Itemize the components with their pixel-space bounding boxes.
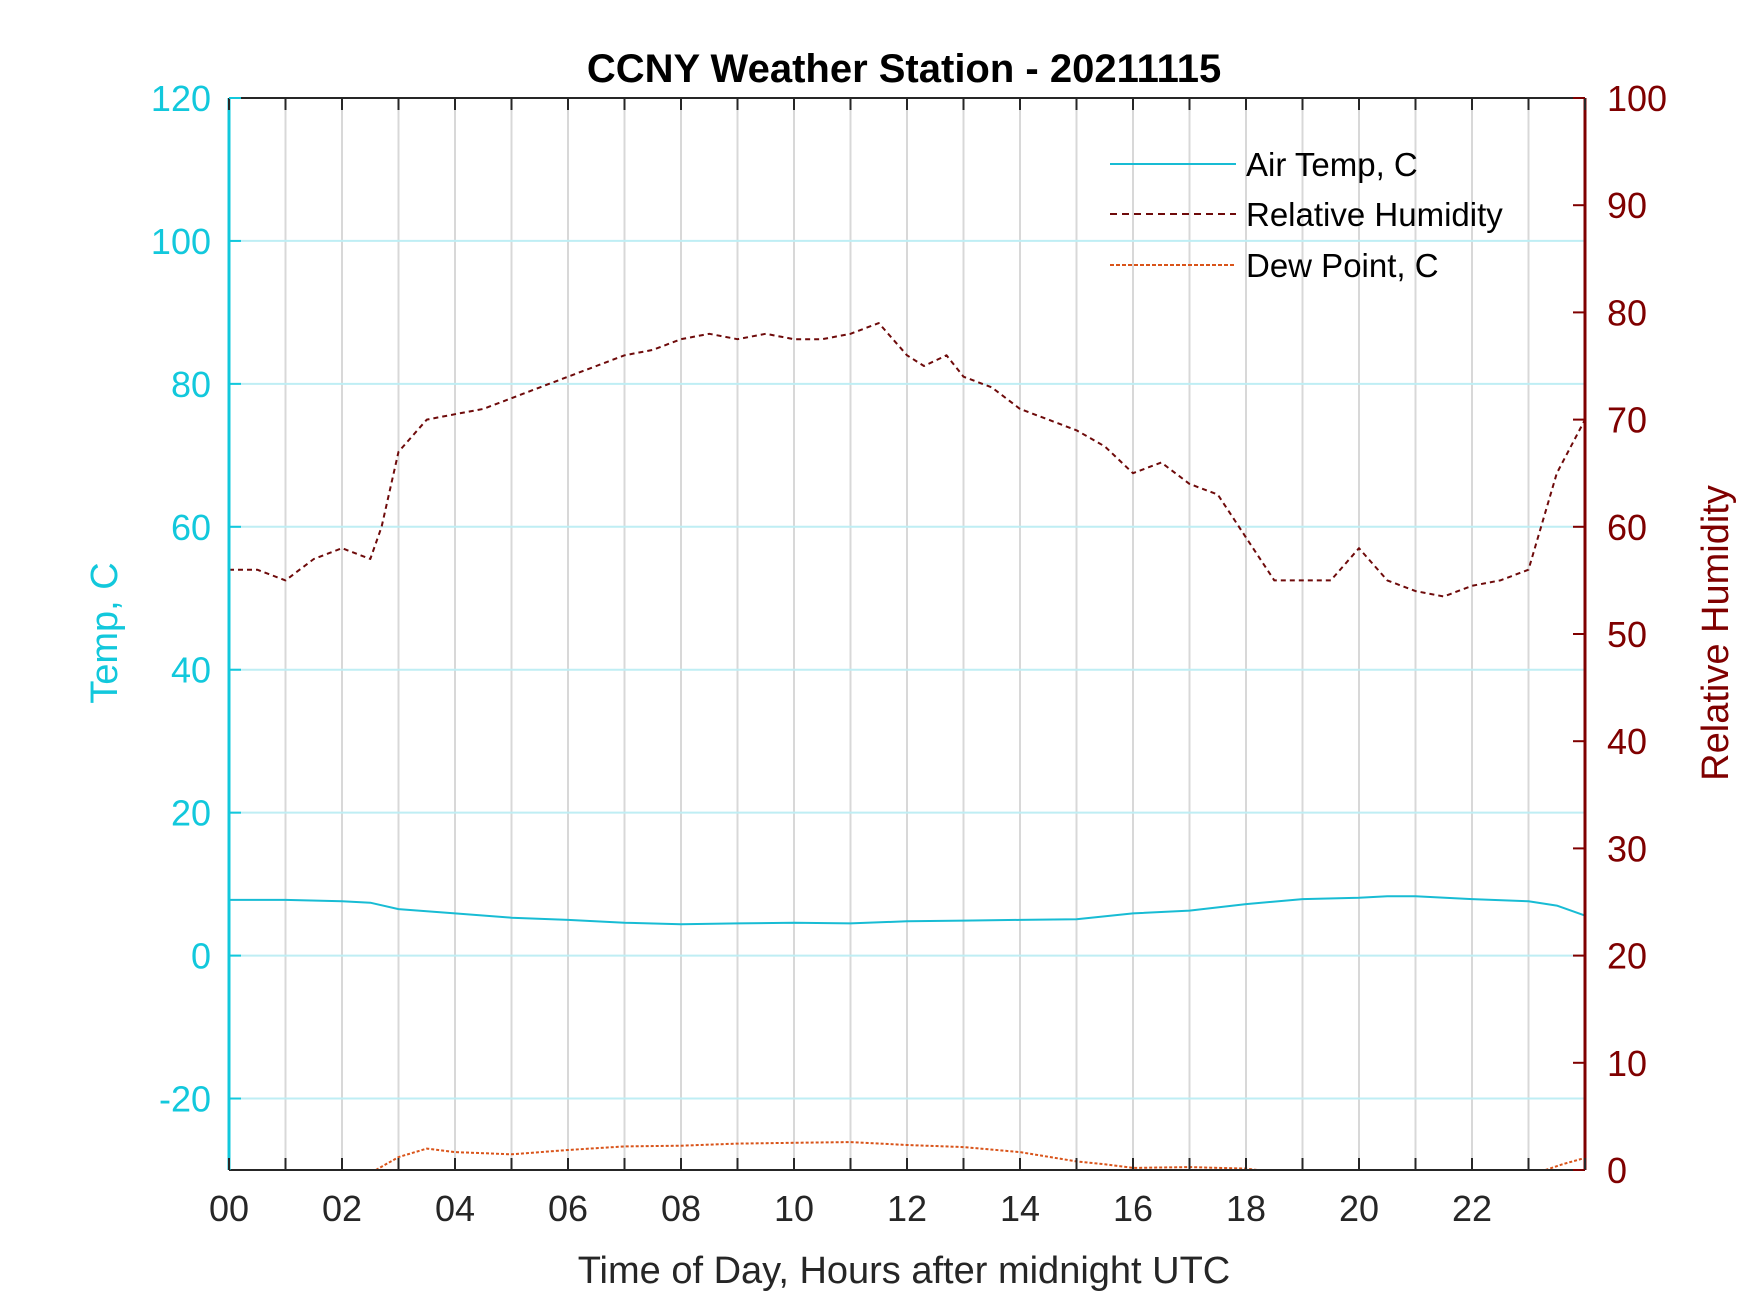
right-tick-label: 80 (1607, 292, 1647, 333)
right-tick-label: 10 (1607, 1043, 1647, 1084)
x-axis-ticks: 00 02 04 06 08 10 12 14 16 18 20 22 (209, 98, 1586, 1229)
series-line-0 (229, 895, 1586, 926)
right-tick-label: 90 (1607, 185, 1647, 226)
x-tick-label: 02 (322, 1188, 362, 1229)
x-tick-label: 00 (209, 1188, 249, 1229)
left-tick-label: 20 (171, 793, 211, 834)
chart-title: CCNY Weather Station - 20211115 (587, 47, 1221, 91)
left-tick-label: 120 (151, 78, 211, 119)
legend-air-temp-label: Air Temp, C (1246, 146, 1418, 183)
series-line-1 (229, 322, 1586, 598)
x-tick-label: 18 (1226, 1188, 1266, 1229)
legend-dew-point-label: Dew Point, C (1246, 247, 1439, 284)
right-tick-label: 0 (1607, 1150, 1627, 1191)
left-tick-label: 60 (171, 507, 211, 548)
left-tick-label: 40 (171, 650, 211, 691)
x-tick-label: 16 (1113, 1188, 1153, 1229)
right-tick-label: 70 (1607, 400, 1647, 441)
x-tick-label: 22 (1452, 1188, 1492, 1229)
series-line-3 (1545, 1156, 1586, 1171)
left-tick-label: 100 (151, 221, 211, 262)
left-axis-label: Temp, C (84, 562, 126, 703)
x-tick-label: 10 (774, 1188, 814, 1229)
legend-rel-humidity-label: Relative Humidity (1246, 196, 1503, 233)
right-tick-label: 100 (1607, 78, 1667, 119)
right-axis-ticks: 0 10 20 30 40 50 60 70 80 90 100 (1573, 78, 1667, 1191)
x-tick-label: 14 (1000, 1188, 1040, 1229)
legend: Air Temp, C Relative Humidity Dew Point,… (1110, 146, 1503, 284)
left-axis-ticks: -20 0 20 40 60 80 100 120 (151, 78, 241, 1120)
series-layer (229, 322, 1586, 1171)
x-tick-label: 12 (887, 1188, 927, 1229)
x-tick-label: 20 (1339, 1188, 1379, 1229)
x-tick-label: 04 (435, 1188, 475, 1229)
right-tick-label: 50 (1607, 614, 1647, 655)
right-tick-label: 40 (1607, 721, 1647, 762)
right-tick-label: 20 (1607, 936, 1647, 977)
left-tick-label: 80 (171, 364, 211, 405)
left-tick-label: -20 (159, 1079, 211, 1120)
x-axis-label: Time of Day, Hours after midnight UTC (578, 1250, 1231, 1292)
left-tick-label: 0 (191, 936, 211, 977)
x-tick-label: 06 (548, 1188, 588, 1229)
series-line-2 (375, 1141, 1258, 1171)
x-tick-label: 08 (661, 1188, 701, 1229)
right-tick-label: 60 (1607, 507, 1647, 548)
right-axis-label: Relative Humidity (1695, 485, 1737, 781)
vertical-grid (284, 98, 1530, 1170)
right-tick-label: 30 (1607, 828, 1647, 869)
